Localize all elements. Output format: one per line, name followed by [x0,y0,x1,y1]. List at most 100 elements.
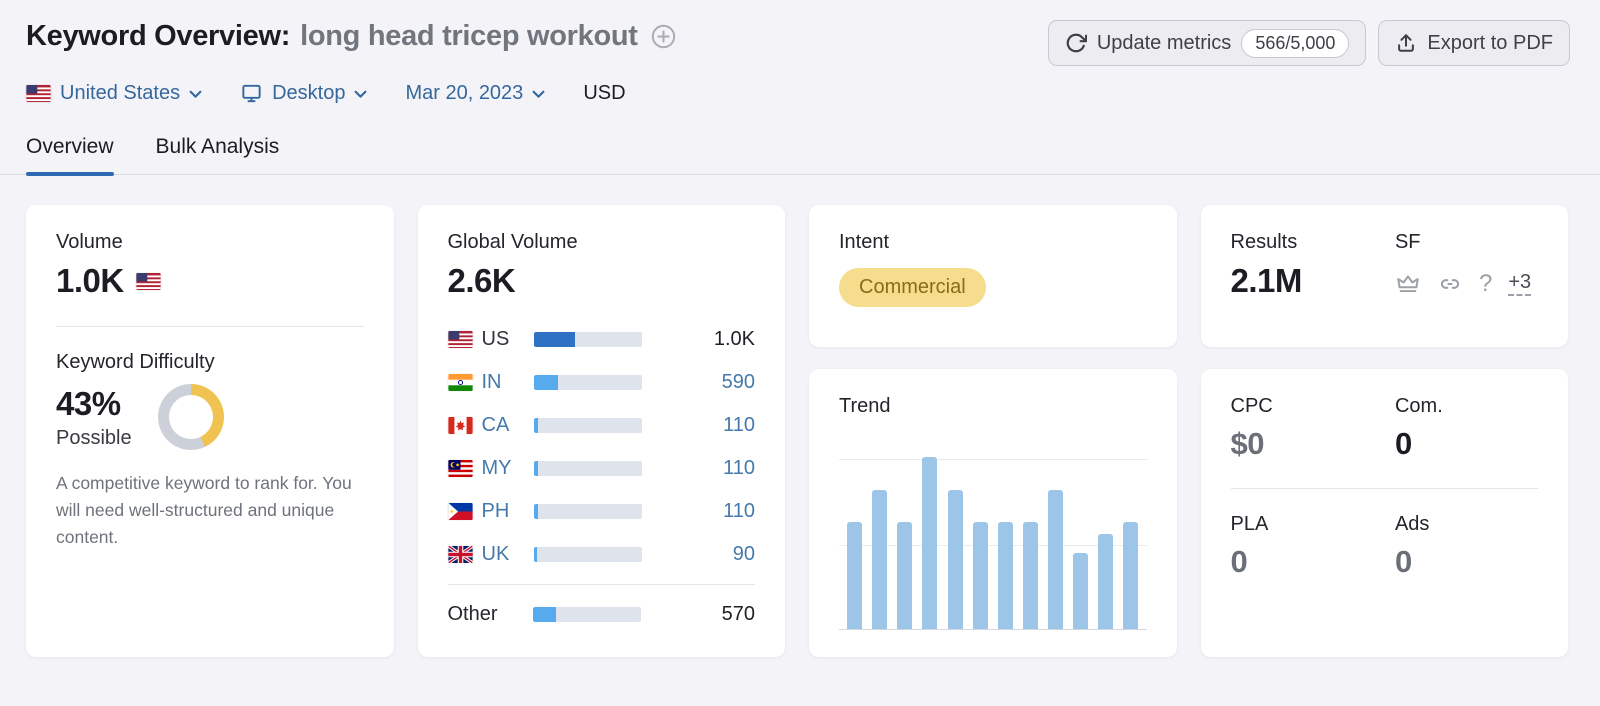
country-select-value: United States [60,82,181,104]
country-volume-value: 110 [723,457,755,479]
cpc-card: CPC $0 Com. 0 PLA 0 Ads 0 [1200,369,1568,657]
add-keyword-icon[interactable] [650,23,677,50]
update-metrics-button[interactable]: Update metrics 566/5,000 [1047,20,1367,66]
country-code: US [481,328,510,350]
trend-bar [1022,522,1038,629]
trend-label: Trend [839,395,891,417]
intent-badge: Commercial [839,268,986,307]
country-volume-value: 110 [723,500,755,522]
country-code: MY [481,457,512,479]
com-value: 0 [1394,426,1412,461]
volume-bar [533,461,642,476]
global-volume-list: US 1.0K IN 590 CA 110 MY 110 PH 110 UK 90 Other 570 [447,318,756,636]
trend-bar [997,522,1013,629]
ads-value: 0 [1394,544,1412,579]
list-divider [447,584,755,585]
volume-label: Volume [56,231,123,253]
question-icon: ? [1478,270,1493,297]
trend-bar [872,490,888,629]
ads-label: Ads [1394,513,1430,535]
gridline [839,459,1147,460]
global-volume-value: 2.6K [447,262,516,299]
chevron-down-icon [189,90,202,99]
country-code: IN [481,371,502,393]
chevron-down-icon [354,90,367,99]
country-volume-row[interactable]: PH 110 [447,490,755,533]
header-actions: Update metrics 566/5,000 Export to PDF [1047,20,1570,66]
flag-my-icon [447,460,473,477]
filter-bar: United States Desktop Mar 20, 2023 USD [0,66,1600,105]
page-title: Keyword Overview: long head tricep worko… [26,20,677,53]
currency-label: USD [583,82,626,104]
pla-label: PLA [1230,513,1269,535]
difficulty-label: Keyword Difficulty [56,351,215,373]
trend-bar [947,490,963,629]
intent-label: Intent [839,231,890,253]
global-volume-card: Global Volume 2.6K US 1.0K IN 590 CA 110 MY 110… [417,205,785,657]
export-pdf-button[interactable]: Export to PDF [1378,20,1570,66]
country-code: CA [481,414,510,436]
pla-value: 0 [1230,544,1248,579]
link-icon [1437,271,1463,297]
trend-bar-chart [839,434,1147,630]
country-code: PH [481,500,510,522]
results-label: Results [1230,231,1298,253]
results-value: 2.1M [1230,262,1303,299]
difficulty-donut-chart [157,384,224,450]
other-volume-value: 570 [721,603,755,625]
card-divider [1230,488,1538,489]
country-volume-row: US 1.0K [447,318,755,361]
global-volume-label: Global Volume [447,231,578,253]
country-volume-value: 590 [721,371,755,393]
export-icon [1395,32,1417,54]
flag-uk-icon [447,546,473,563]
device-select[interactable]: Desktop [240,82,367,105]
metrics-grid: Volume 1.0K Keyword Difficulty 43% Possi… [0,175,1600,657]
cpc-value: $0 [1230,426,1265,461]
volume-bar [533,375,642,390]
results-sf-card: Results 2.1M SF ? +3 [1200,205,1568,347]
difficulty-value: 43% [56,384,121,422]
update-metrics-label: Update metrics [1096,31,1232,54]
country-volume-row[interactable]: MY 110 [447,447,755,490]
keyword-text: long head tricep workout [300,20,638,52]
other-label: Other [447,603,498,625]
quota-badge: 566/5,000 [1241,28,1350,58]
country-volume-row[interactable]: CA 110 [447,404,755,447]
page-title-label: Keyword Overview: [26,20,291,52]
us-flag-icon [136,272,161,290]
volume-difficulty-card: Volume 1.0K Keyword Difficulty 43% Possi… [26,205,394,657]
date-select-value: Mar 20, 2023 [405,82,524,104]
volume-value: 1.0K [56,262,124,299]
trend-bar [897,522,913,629]
tab-overview[interactable]: Overview [26,135,114,176]
country-volume-value: 90 [732,543,755,565]
tab-bar: Overview Bulk Analysis [0,105,1600,176]
us-flag-icon [26,85,51,102]
country-volume-row[interactable]: UK 90 [447,533,755,576]
country-select[interactable]: United States [26,82,202,105]
com-label: Com. [1394,395,1443,417]
country-volume-value: 110 [723,414,755,436]
trend-bar [1098,534,1114,629]
trend-bar [1123,522,1139,629]
sf-more-link[interactable]: +3 [1508,272,1532,296]
volume-bar [533,332,642,347]
intent-card: Intent Commercial [809,205,1177,347]
country-volume-row[interactable]: IN 590 [447,361,755,404]
trend-bar [847,522,862,629]
crown-icon [1395,271,1421,297]
volume-bar [532,607,641,622]
gridline [839,545,1147,546]
monitor-icon [240,82,263,105]
trend-bar [972,522,988,629]
chevron-down-icon [532,90,545,99]
trend-card: Trend [809,369,1177,657]
date-select[interactable]: Mar 20, 2023 [405,82,545,105]
export-pdf-label: Export to PDF [1427,31,1553,54]
difficulty-description: A competitive keyword to rank for. You w… [56,473,352,548]
other-volume-row: Other 570 [448,593,756,636]
trend-bars [847,434,1139,629]
country-code: UK [481,543,510,565]
tab-bulk-analysis[interactable]: Bulk Analysis [155,135,280,158]
